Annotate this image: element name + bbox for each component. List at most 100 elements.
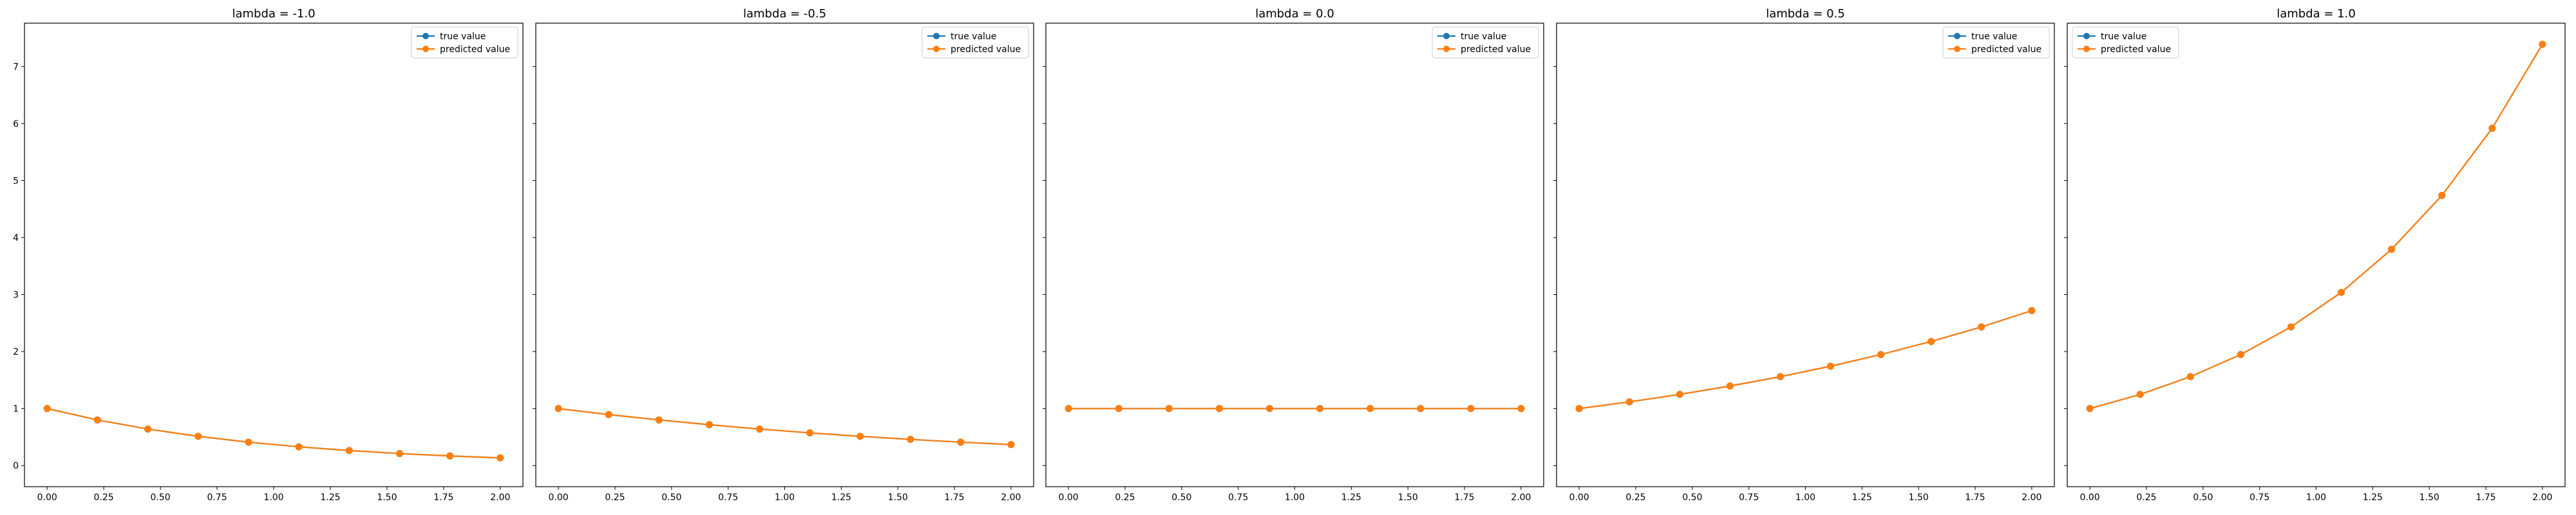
x-tick-label: 1.25	[2363, 492, 2383, 503]
data-point-predicted-value	[1165, 405, 1173, 413]
x-tick-label: 2.00	[2022, 492, 2041, 503]
x-tick-label: 1.00	[263, 492, 283, 503]
data-point-predicted-value	[1978, 323, 1985, 331]
legend-marker	[933, 46, 940, 52]
data-point-predicted-value	[755, 425, 763, 433]
data-point-predicted-value	[2186, 373, 2194, 380]
data-point-predicted-value	[554, 405, 562, 413]
series-line-true-value	[46, 407, 500, 459]
legend-box	[2072, 26, 2179, 59]
series-line-predicted-value	[1578, 310, 2032, 409]
x-tick-label: 1.50	[1398, 492, 1418, 503]
chart-title: lambda = 0.0	[1255, 7, 1334, 21]
x-tick-label: 2.00	[2532, 492, 2552, 503]
x-tick-label: 0.50	[2193, 492, 2213, 503]
data-point-predicted-value	[446, 452, 454, 460]
x-tick-label: 0.25	[2136, 492, 2156, 503]
x-tick-label: 0.50	[661, 492, 681, 503]
legend-marker	[933, 33, 940, 39]
data-point-predicted-value	[2539, 41, 2546, 48]
legend: true value predicted value	[411, 26, 518, 59]
x-tick-label: 0.00	[2080, 492, 2100, 503]
x-tick-label: 1.25	[1852, 492, 1872, 503]
legend-box	[1432, 26, 1539, 59]
data-point-predicted-value	[2028, 306, 2036, 314]
legend-label: predicted value	[1971, 44, 2041, 55]
series-line-predicted-value	[558, 407, 1011, 445]
data-point-predicted-value	[1517, 405, 1525, 413]
data-point-predicted-value	[245, 438, 252, 446]
y-tick-label: 5	[13, 176, 19, 186]
x-tick-label: 0.75	[1228, 492, 1248, 503]
y-tick-label: 7	[13, 62, 19, 72]
data-point-predicted-value	[1316, 405, 1324, 413]
data-point-predicted-value	[907, 436, 914, 444]
x-tick-label: 0.00	[549, 492, 569, 503]
x-tick-label: 0.50	[1682, 492, 1702, 503]
x-tick-label: 1.00	[1795, 492, 1815, 503]
legend: true value predicted value	[1432, 26, 1539, 59]
data-point-predicted-value	[1215, 405, 1223, 413]
legend-label: predicted value	[951, 44, 1021, 55]
x-tick-label: 1.75	[1454, 492, 1474, 503]
x-tick-label: 1.50	[1909, 492, 1929, 503]
legend-label: predicted value	[1461, 44, 1531, 55]
legend-marker	[1443, 46, 1450, 52]
data-point-predicted-value	[1265, 405, 1273, 413]
data-point-predicted-value	[2338, 288, 2345, 296]
axes-frame	[2067, 23, 2566, 487]
x-tick-label: 1.75	[1965, 492, 1985, 503]
data-point-predicted-value	[2237, 351, 2244, 359]
legend-label: predicted value	[2101, 44, 2171, 55]
legend-label: true value	[2101, 32, 2146, 42]
data-point-predicted-value	[1927, 337, 1935, 345]
data-point-predicted-value	[2438, 192, 2446, 200]
x-tick-label: 0.25	[94, 492, 114, 503]
chart-title: lambda = -1.0	[232, 7, 315, 21]
data-point-predicted-value	[1417, 405, 1425, 413]
x-tick-label: 0.75	[207, 492, 227, 503]
x-tick-label: 0.75	[718, 492, 738, 503]
data-point-predicted-value	[857, 433, 864, 440]
data-point-predicted-value	[43, 405, 51, 413]
data-point-predicted-value	[93, 416, 101, 424]
legend-box	[411, 26, 518, 59]
x-tick-label: 1.25	[1341, 492, 1361, 503]
legend: true value predicted value	[1942, 26, 2050, 59]
data-point-predicted-value	[806, 429, 814, 436]
legend: true value predicted value	[922, 26, 1029, 59]
legend-marker	[422, 33, 429, 39]
legend: true value predicted value	[2072, 26, 2179, 59]
subplot-2: lambda = -0.5 0.00 0.25 0.50 0.75 1.00 1.25 1.5…	[533, 7, 1034, 503]
data-point-predicted-value	[1115, 405, 1122, 413]
data-point-predicted-value	[1877, 351, 1885, 359]
data-point-predicted-value	[705, 421, 713, 429]
data-point-predicted-value	[2488, 124, 2496, 132]
axes-frame	[1556, 23, 2055, 487]
series-line-predicted-value	[46, 407, 500, 459]
data-point-predicted-value	[395, 450, 403, 458]
x-tick-label: 0.25	[1115, 492, 1135, 503]
data-point-predicted-value	[144, 425, 152, 433]
x-tick-label: 1.75	[433, 492, 453, 503]
data-point-predicted-value	[1367, 405, 1374, 413]
x-tick-label: 0.75	[1739, 492, 1759, 503]
chart-title: lambda = 1.0	[2277, 7, 2356, 21]
data-point-predicted-value	[295, 443, 303, 451]
x-tick-label: 0.00	[1569, 492, 1589, 503]
data-point-predicted-value	[2287, 323, 2295, 331]
y-tick-label: 4	[13, 233, 19, 243]
y-tick-label: 2	[13, 347, 19, 357]
legend-marker	[1954, 33, 1960, 39]
data-point-predicted-value	[957, 438, 965, 446]
x-tick-label: 1.50	[377, 492, 397, 503]
x-tick-label: 0.50	[151, 492, 171, 503]
legend-marker	[422, 46, 429, 52]
series-line-true-value	[558, 407, 1011, 445]
data-point-predicted-value	[1827, 362, 1835, 370]
data-point-predicted-value	[1575, 405, 1583, 413]
data-point-predicted-value	[2388, 245, 2396, 253]
x-tick-label: 1.75	[944, 492, 964, 503]
x-tick-label: 0.00	[37, 492, 57, 503]
